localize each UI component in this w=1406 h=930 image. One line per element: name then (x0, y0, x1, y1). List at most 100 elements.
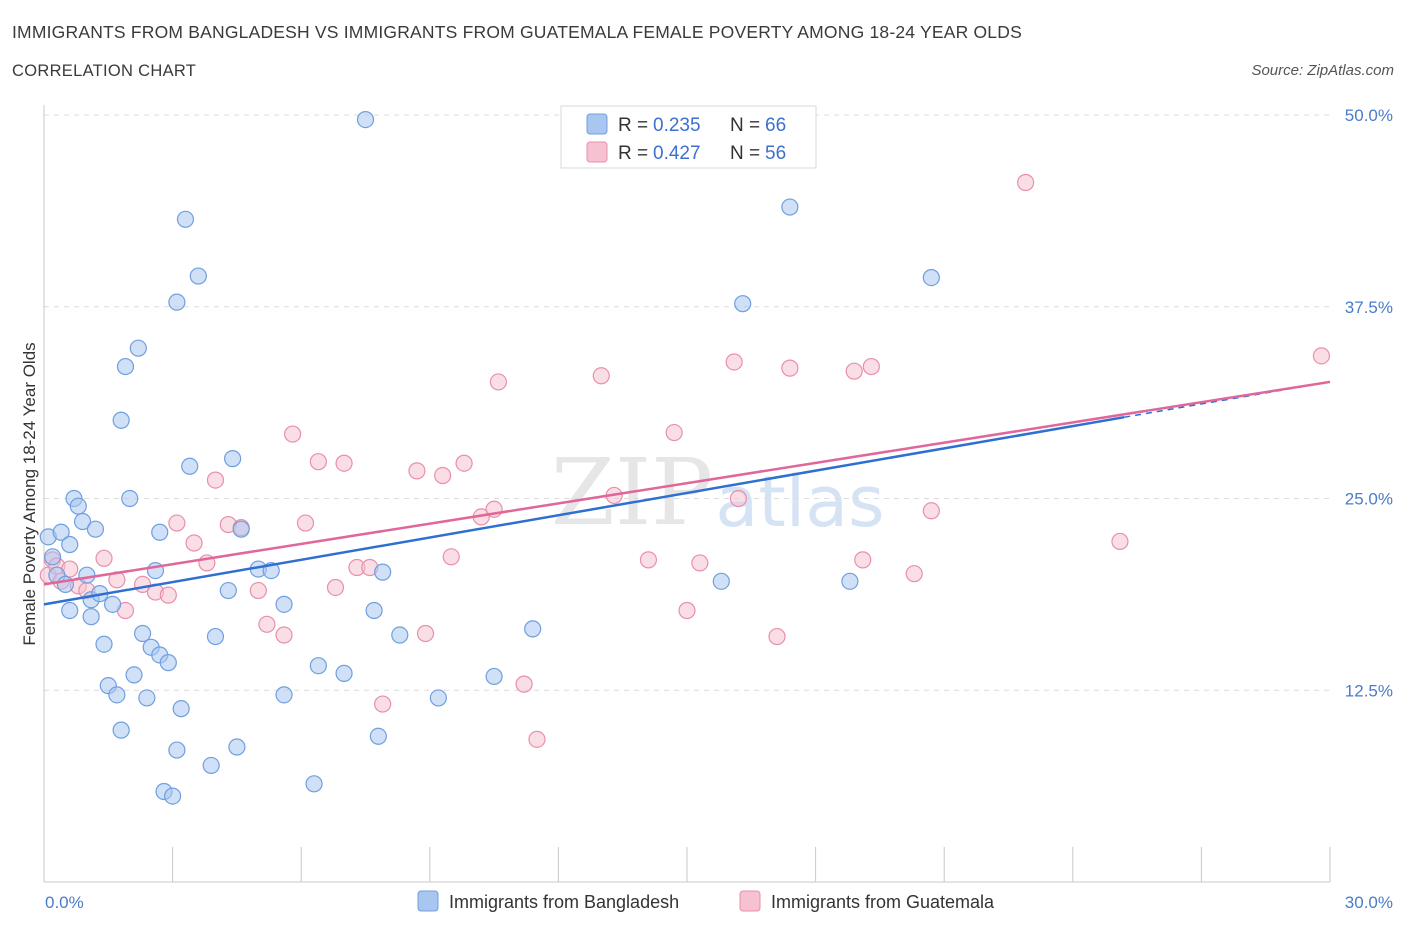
guatemala-point (1017, 173, 1035, 192)
bangladesh-point (365, 601, 383, 620)
legend-r-value-1: 0.235 (653, 115, 701, 136)
bangladesh-point (232, 520, 250, 538)
guatemala-point (592, 367, 610, 385)
guatemala-point (528, 730, 546, 748)
bangladesh-point (112, 411, 130, 429)
guatemala-point (678, 601, 696, 620)
guatemala-point (258, 615, 276, 633)
guatemala-point (515, 675, 533, 693)
bangladesh-point (108, 686, 126, 704)
bangladesh-point (429, 689, 447, 707)
guatemala-point (206, 471, 225, 489)
legend-n-value-2: 56 (765, 143, 786, 164)
bangladesh-point (116, 357, 135, 376)
legend-swatch-pink (586, 141, 608, 163)
guatemala-point (275, 626, 293, 644)
trend-line-bangladesh-extension (1124, 381, 1331, 418)
guatemala-point (434, 466, 452, 485)
bangladesh-point (176, 210, 195, 228)
bangladesh-point (151, 523, 169, 541)
bangladesh-point (129, 339, 147, 357)
guatemala-point (159, 586, 177, 604)
bangladesh-point (95, 635, 113, 653)
bangladesh-point (734, 295, 752, 313)
guatemala-point (845, 362, 863, 380)
guatemala-point (665, 423, 683, 442)
guatemala-point (781, 359, 799, 377)
bangladesh-point (61, 601, 79, 620)
series-legend: Immigrants from Bangladesh Immigrants fr… (417, 890, 995, 912)
bangladesh-point (69, 497, 87, 515)
series-bangladesh-points (39, 111, 940, 805)
bangladesh-point (309, 657, 327, 675)
y-tick-labels: 12.5% 25.0% 37.5% 50.0% (1345, 106, 1393, 700)
y-tick-label: 50.0% (1345, 106, 1393, 125)
bangladesh-point (305, 775, 323, 793)
x-tick-label-min: 0.0% (45, 893, 84, 912)
legend-n-label-2: N = (730, 143, 760, 164)
bangladesh-point (374, 563, 392, 581)
bangladesh-point (43, 548, 62, 566)
bangladesh-point (219, 581, 237, 600)
bangladesh-point (275, 595, 293, 613)
y-tick-label: 25.0% (1345, 490, 1393, 509)
bangladesh-point (369, 727, 387, 745)
bangladesh-point (121, 489, 139, 508)
bangladesh-point (485, 667, 503, 686)
guatemala-point (168, 514, 186, 532)
guatemala-point (691, 554, 709, 572)
bangladesh-point (125, 666, 143, 684)
bangladesh-point (391, 626, 409, 644)
bangladesh-point (275, 686, 293, 704)
bangladesh-point (78, 566, 96, 584)
correlation-legend: R = 0.235 N = 66 R = 0.427 N = 56 (560, 105, 817, 169)
guatemala-point (296, 514, 315, 532)
guatemala-point (1312, 347, 1331, 365)
bangladesh-point (172, 700, 190, 718)
guatemala-point (922, 502, 940, 520)
legend-n-value-1: 66 (765, 115, 786, 136)
bangladesh-point (159, 654, 177, 672)
legend-n-label-1: N = (730, 115, 760, 136)
guatemala-point (729, 489, 748, 508)
x-ticks (43, 847, 1331, 882)
bangladesh-point (103, 595, 122, 613)
gridlines (44, 114, 1330, 691)
guatemala-point (185, 534, 203, 552)
bangladesh-point (922, 269, 940, 287)
guatemala-point (725, 353, 743, 371)
watermark: ZIP atlas (551, 439, 885, 546)
bangladesh-point (781, 198, 799, 216)
bangladesh-point (206, 627, 225, 646)
bangladesh-point (56, 575, 75, 594)
guatemala-point (374, 695, 392, 713)
bangladesh-point (224, 450, 242, 468)
bangladesh-point (228, 738, 246, 756)
legend-r-value-2: 0.427 (653, 143, 701, 164)
source-credit: Source: ZipAtlas.com (1251, 62, 1394, 79)
trend-lines (43, 380, 1331, 606)
bangladesh-point (52, 523, 70, 541)
guatemala-point (249, 581, 267, 600)
guatemala-point (905, 565, 923, 583)
bangladesh-point (86, 520, 105, 538)
guatemala-point (854, 551, 872, 569)
guatemala-point (489, 373, 507, 391)
guatemala-point (442, 548, 460, 566)
legend-swatch-bangladesh (417, 890, 439, 912)
legend-swatch-guatemala (739, 890, 761, 912)
bangladesh-point (138, 689, 156, 707)
guatemala-point (309, 453, 327, 471)
guatemala-point (284, 425, 302, 443)
bangladesh-point (82, 608, 100, 626)
bangladesh-point (356, 111, 375, 129)
guatemala-point (639, 551, 658, 569)
guatemala-point (95, 549, 113, 567)
bangladesh-point (168, 293, 186, 311)
guatemala-point (335, 454, 353, 472)
bangladesh-point (112, 721, 130, 739)
legend-swatch-blue (586, 113, 608, 135)
y-tick-label: 37.5% (1345, 298, 1393, 317)
bangladesh-point (181, 457, 199, 475)
